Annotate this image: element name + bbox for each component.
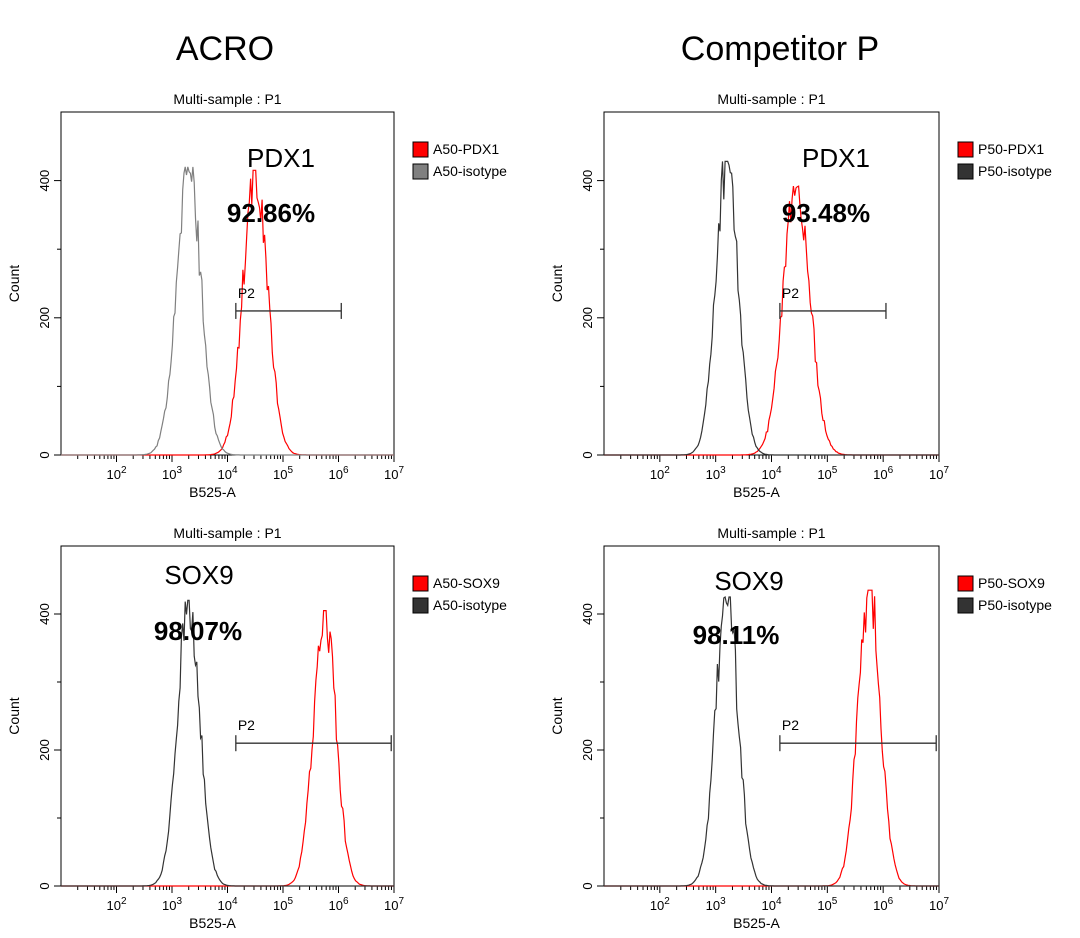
percent-label: 98.07%	[154, 616, 242, 646]
panel-title: Multi-sample : P1	[173, 525, 281, 541]
histogram-series-1	[604, 185, 939, 456]
x-tick-label: 103	[706, 465, 726, 482]
x-tick-label: 106	[328, 465, 348, 482]
y-tick-label: 0	[37, 451, 52, 458]
y-tick-label: 400	[580, 603, 595, 625]
plot-frame	[603, 111, 940, 456]
legend-swatch	[957, 575, 974, 592]
gate-label: P2	[782, 717, 799, 733]
x-tick-label: 104	[761, 896, 781, 913]
histogram-series-2	[61, 599, 394, 887]
x-tick-label: 105	[273, 896, 293, 913]
column-title-competitor-p: Competitor P	[680, 30, 880, 68]
gate-label: P2	[782, 285, 799, 301]
legend-swatch	[412, 597, 429, 614]
legend-swatch	[957, 597, 974, 614]
x-axis-label: B525-A	[189, 484, 236, 500]
x-axis-label: B525-A	[189, 915, 236, 931]
y-axis-label: Count	[6, 697, 22, 734]
column-title-acro: ACRO	[175, 30, 275, 68]
gate-label: P2	[238, 717, 255, 733]
x-tick-label: 104	[217, 896, 237, 913]
y-tick-label: 200	[37, 307, 52, 329]
x-tick-label: 103	[162, 465, 182, 482]
y-tick-label: 400	[37, 603, 52, 625]
x-tick-label: 103	[706, 896, 726, 913]
y-tick-label: 400	[580, 170, 595, 192]
x-tick-label: 105	[817, 896, 837, 913]
histogram-panel-4: Multi-sample : P1 102 103 104 105 106 107 0 200 4…	[549, 525, 1052, 931]
y-tick-label: 200	[37, 739, 52, 761]
percent-label: 92.86%	[227, 198, 315, 228]
histogram-panel-3: Multi-sample : P1 102 103 104 105 106 107 0 200 4…	[6, 525, 507, 931]
y-tick-label: 200	[580, 739, 595, 761]
x-tick-label: 106	[873, 896, 893, 913]
legend-entry: A50-isotype	[433, 597, 507, 613]
x-tick-label: 105	[817, 465, 837, 482]
histogram-series-2	[604, 160, 939, 456]
y-tick-label: 0	[580, 451, 595, 458]
legend-swatch	[412, 141, 429, 158]
x-tick-label: 102	[650, 465, 670, 482]
x-axis-label: B525-A	[733, 915, 780, 931]
gate-label: P2	[238, 285, 255, 301]
x-tick-label: 102	[106, 896, 126, 913]
percent-label: 93.48%	[782, 198, 870, 228]
y-tick-label: 400	[37, 170, 52, 192]
panel-title: Multi-sample : P1	[173, 91, 281, 107]
x-tick-label: 105	[273, 465, 293, 482]
x-tick-label: 107	[384, 465, 404, 482]
legend-entry: A50-SOX9	[433, 575, 500, 591]
y-tick-label: 0	[580, 882, 595, 889]
y-tick-label: 200	[580, 307, 595, 329]
percent-label: 98.11%	[693, 620, 780, 650]
legend-entry: P50-PDX1	[978, 141, 1044, 157]
marker-label: SOX9	[714, 566, 783, 596]
y-axis-label: Count	[549, 265, 565, 302]
legend-entry: P50-SOX9	[978, 575, 1045, 591]
histogram-panel-1: Multi-sample : P1 102 103 104 105 106 107 0 200 4…	[6, 91, 507, 500]
legend-entry: P50-isotype	[978, 597, 1052, 613]
x-tick-label: 107	[929, 465, 949, 482]
x-tick-label: 102	[650, 896, 670, 913]
x-tick-label: 104	[761, 465, 781, 482]
marker-label: PDX1	[247, 143, 315, 173]
x-tick-label: 104	[217, 465, 237, 482]
histogram-series-2	[61, 166, 394, 456]
plot-frame	[60, 545, 395, 887]
histogram-series-1	[61, 610, 394, 887]
x-tick-label: 103	[162, 896, 182, 913]
histogram-panel-2: Multi-sample : P1 102 103 104 105 106 107 0 200 4…	[549, 91, 1052, 500]
plot-frame	[60, 111, 395, 456]
x-tick-label: 106	[328, 896, 348, 913]
panel-title: Multi-sample : P1	[717, 91, 825, 107]
legend-entry: A50-PDX1	[433, 141, 499, 157]
y-axis-label: Count	[6, 265, 22, 302]
legend-entry: P50-isotype	[978, 163, 1052, 179]
panel-title: Multi-sample : P1	[717, 525, 825, 541]
legend-swatch	[412, 163, 429, 180]
legend-entry: A50-isotype	[433, 163, 507, 179]
legend-swatch	[957, 163, 974, 180]
x-axis-label: B525-A	[733, 484, 780, 500]
x-tick-label: 107	[384, 896, 404, 913]
y-tick-label: 0	[37, 882, 52, 889]
plot-frame	[603, 545, 940, 887]
marker-label: PDX1	[802, 143, 870, 173]
histogram-series-2	[604, 595, 939, 887]
x-tick-label: 106	[873, 465, 893, 482]
legend-swatch	[412, 575, 429, 592]
x-tick-label: 102	[106, 465, 126, 482]
marker-label: SOX9	[164, 560, 233, 590]
x-tick-label: 107	[929, 896, 949, 913]
legend-swatch	[957, 141, 974, 158]
y-axis-label: Count	[549, 697, 565, 734]
